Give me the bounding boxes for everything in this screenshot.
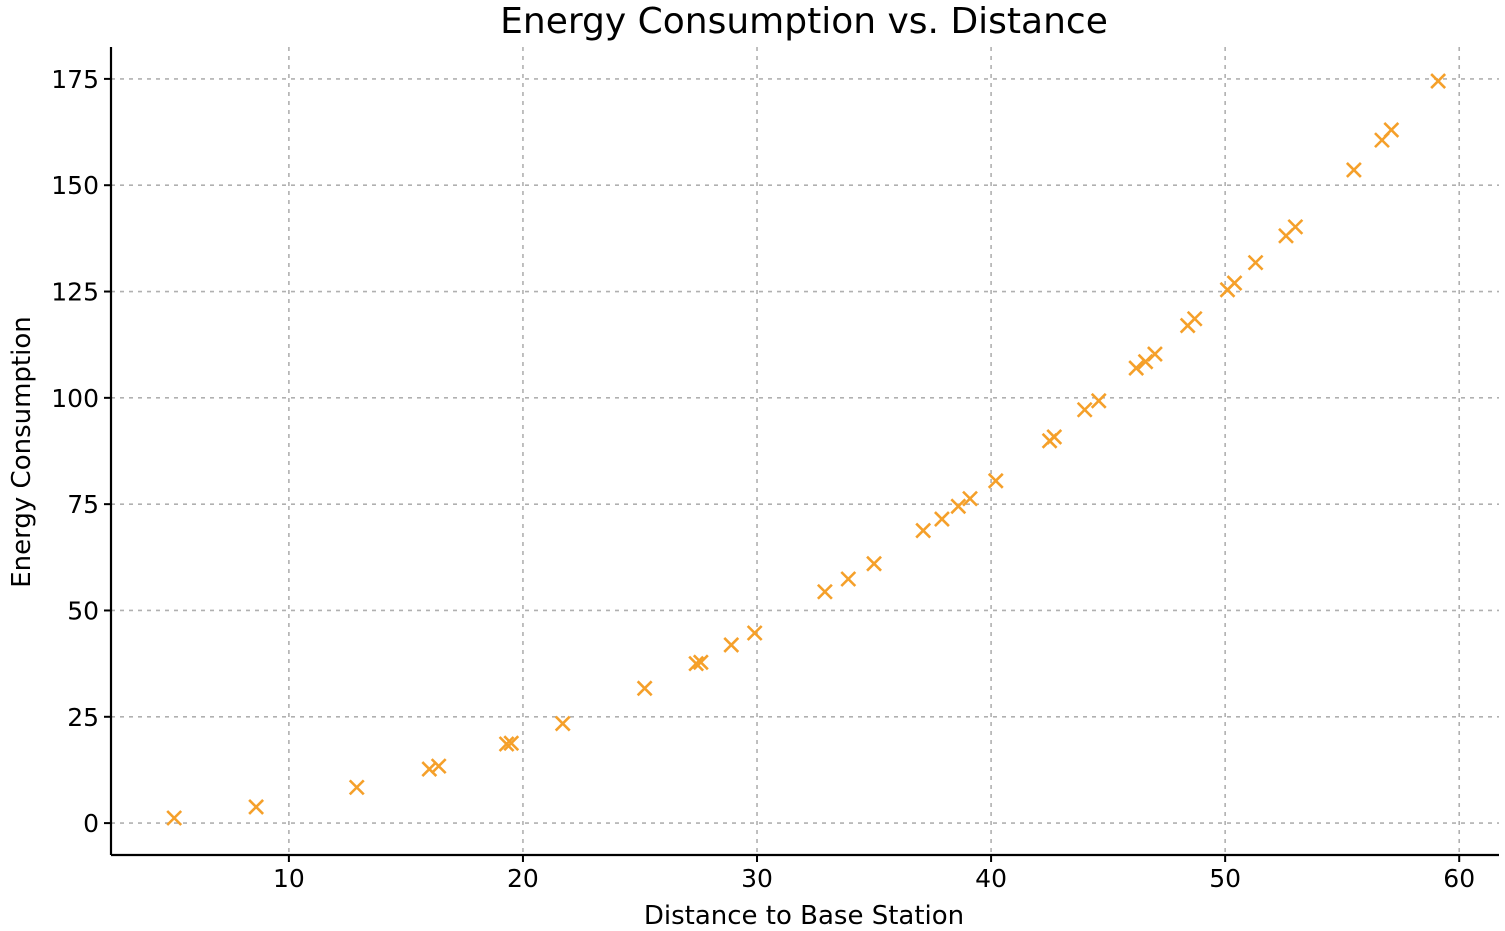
data-point [1090, 392, 1107, 409]
data-point [816, 583, 833, 600]
data-point [1046, 429, 1063, 445]
data-point [950, 498, 967, 515]
data-point [915, 522, 932, 539]
data-point [348, 779, 365, 796]
data-point [503, 735, 520, 752]
data-point [1383, 122, 1400, 138]
x-tick-label: 20 [507, 864, 539, 893]
data-point [421, 761, 438, 778]
y-tick-label: 50 [67, 596, 99, 625]
data-point [430, 758, 447, 775]
x-tick-label: 60 [1443, 864, 1475, 893]
grid-layer [111, 47, 1499, 855]
y-tick-label: 150 [51, 171, 99, 200]
axes-layer [109, 47, 1499, 857]
y-tick-label: 100 [51, 384, 99, 413]
data-point [1076, 401, 1093, 418]
data-point [248, 799, 265, 815]
ticks-layer: 10 20 30 40 50 60 0 25 50 75 100 125 150 175 [51, 65, 1475, 893]
data-point [498, 736, 515, 752]
data-point [1226, 275, 1243, 291]
y-tick-label: 175 [51, 65, 99, 94]
x-tick-label: 40 [975, 864, 1007, 893]
data-point [1247, 254, 1264, 271]
data-point [962, 490, 978, 507]
x-tick-label: 10 [273, 864, 305, 893]
y-tick-label: 75 [67, 490, 99, 519]
data-point [636, 680, 653, 697]
x-tick-label: 30 [741, 864, 773, 893]
y-axis-label: Energy Consumption [7, 316, 37, 588]
data-point [1430, 73, 1447, 89]
data-point [840, 571, 857, 587]
data-point [554, 715, 571, 732]
points-layer [166, 73, 1447, 826]
data-point [746, 625, 763, 641]
chart-title: Energy Consumption vs. Distance [500, 1, 1108, 42]
x-axis-label: Distance to Base Station [644, 901, 964, 931]
x-tick-label: 50 [1209, 864, 1241, 893]
data-point [1147, 346, 1163, 362]
data-point [987, 472, 1004, 489]
data-point [1287, 218, 1304, 235]
data-point [166, 810, 183, 826]
y-tick-label: 0 [83, 809, 99, 838]
y-tick-label: 25 [67, 703, 99, 732]
data-point [1128, 360, 1145, 376]
data-point [866, 555, 882, 572]
data-point [1345, 161, 1362, 178]
data-point [688, 655, 705, 672]
data-point [692, 654, 709, 671]
data-point [934, 511, 950, 527]
y-tick-label: 125 [51, 278, 99, 307]
data-point [1186, 310, 1203, 327]
data-point [723, 637, 740, 653]
